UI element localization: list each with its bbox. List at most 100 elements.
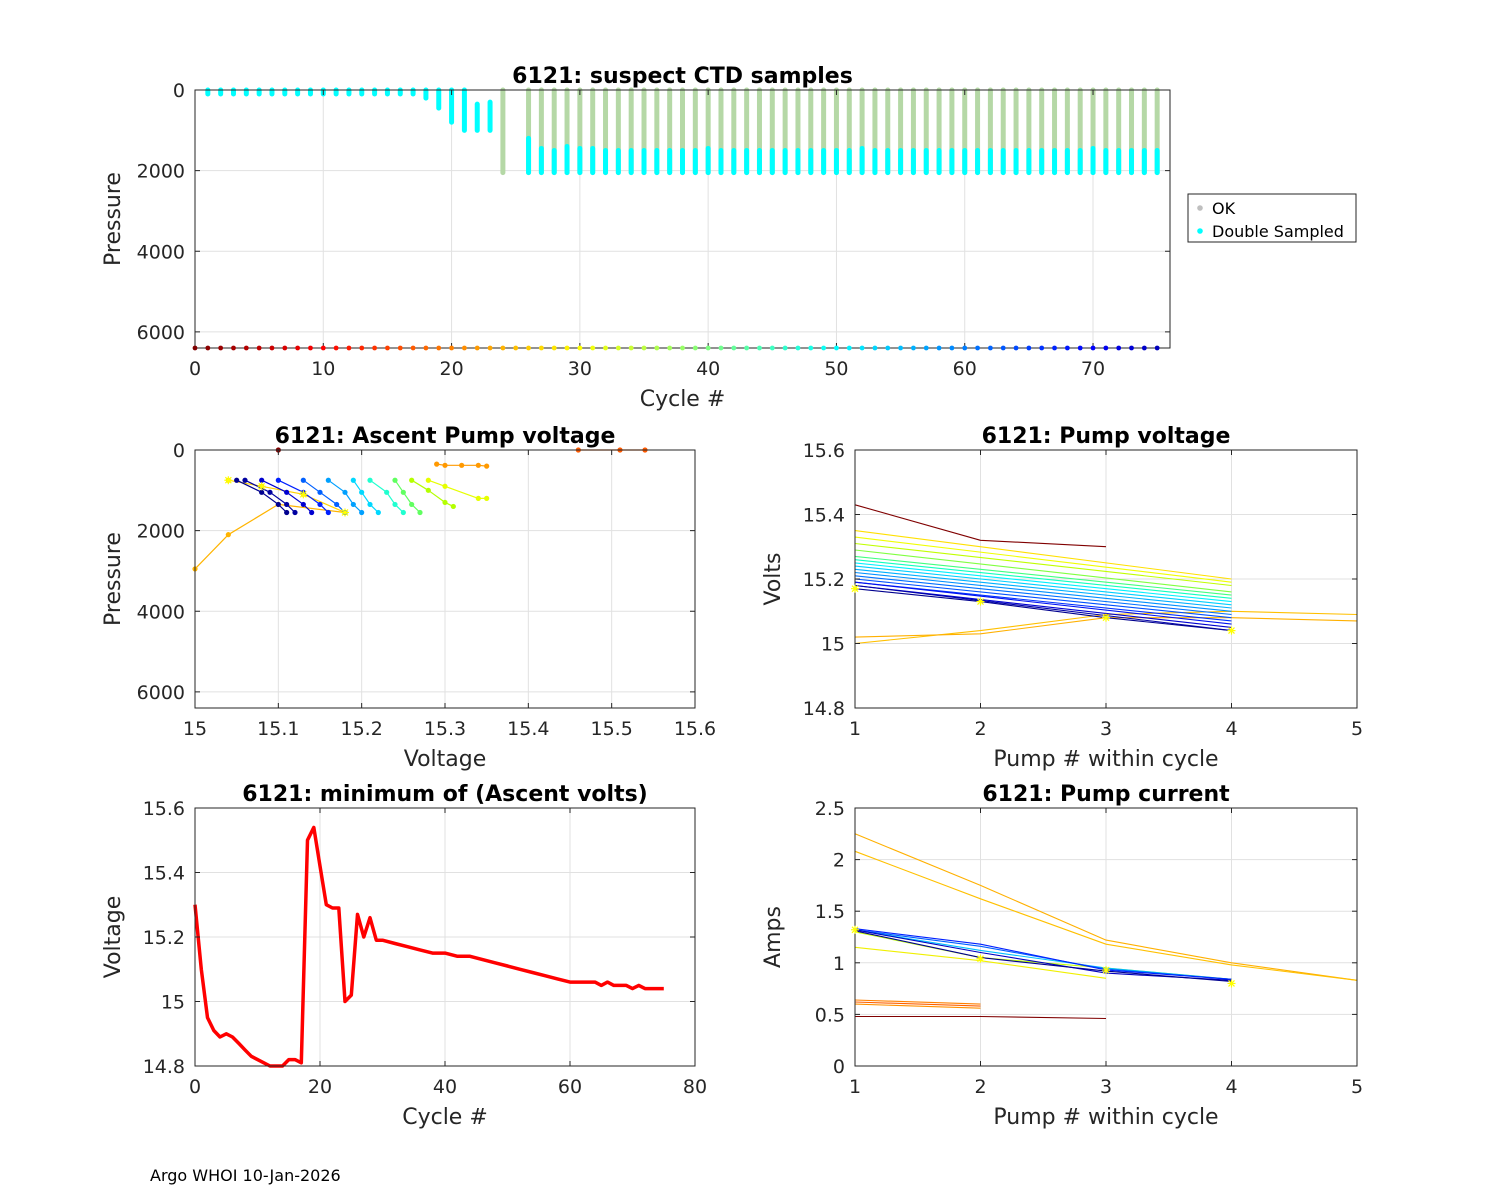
cycle-color-marker — [320, 345, 326, 351]
cycle-color-marker — [628, 345, 634, 351]
x-tick-label: 2 — [974, 718, 986, 740]
cycle-color-marker — [949, 345, 955, 351]
cycle-color-marker — [218, 345, 224, 351]
y-tick-label: 6000 — [137, 682, 185, 704]
axes-ascent: 15 15.1 15.2 15.3 15.4 15.5 15.6 0 2000 4000 6000 6… — [101, 424, 716, 772]
star-marker — [341, 508, 349, 517]
axes-overlay: 15 15.1 15.2 15.3 15.4 15.5 15.6 0 2000 4000 6000 6… — [101, 424, 716, 772]
star-stroke — [851, 585, 859, 593]
data-point — [350, 501, 356, 508]
axes-pumpv: 1 2 3 4 5 14.8 15 15.2 15.4 15.6 6121: Pump voltag… — [761, 424, 1363, 772]
cycle-color-marker — [243, 345, 249, 351]
cycle-color-marker — [1026, 345, 1032, 351]
x-tick-label: 70 — [1081, 358, 1105, 380]
legend-marker — [1197, 205, 1203, 211]
cycle-color-marker — [975, 345, 980, 351]
series-line — [854, 928, 1232, 980]
series-line — [352, 479, 379, 513]
data-point — [284, 501, 290, 508]
data-point — [317, 501, 323, 508]
x-tick-label: 60 — [953, 358, 977, 380]
cycle-color-marker — [615, 345, 621, 351]
plot-marks — [854, 833, 1358, 1020]
cycle-color-marker — [410, 345, 416, 351]
cycle-color-marker — [372, 345, 378, 351]
cycle-color-marker — [705, 345, 711, 351]
cycle-color-marker — [1064, 345, 1070, 351]
data-point — [234, 477, 240, 483]
cycle-color-marker — [513, 345, 519, 351]
star-stroke — [1102, 614, 1110, 622]
star-marker — [257, 482, 266, 491]
data-point — [417, 509, 423, 516]
series-line — [854, 536, 1232, 583]
x-tick-label: 40 — [433, 1076, 457, 1098]
series-line — [854, 555, 1232, 596]
series-line — [854, 542, 1232, 587]
data-point — [300, 501, 306, 508]
cycle-color-marker — [333, 345, 339, 351]
series-line — [327, 479, 363, 513]
x-axis-label: Cycle # — [640, 387, 726, 412]
cycle-color-marker — [1103, 345, 1109, 351]
data-point — [425, 487, 431, 493]
cycle-color-marker — [795, 345, 801, 351]
cycle-color-marker — [1000, 345, 1006, 351]
cycle-color-marker — [397, 345, 403, 351]
series-line — [854, 568, 1232, 609]
y-axis-label: Volts — [761, 552, 786, 605]
x-tick-label: 1 — [849, 718, 861, 740]
x-tick-label: 15.5 — [591, 718, 633, 740]
cycle-color-marker — [526, 345, 531, 351]
chart-title: 6121: Pump voltage — [982, 424, 1231, 449]
data-point — [317, 489, 323, 495]
data-point — [309, 509, 315, 516]
cycle-color-marker — [1013, 345, 1019, 351]
data-point — [442, 483, 448, 489]
series-line — [854, 581, 1232, 625]
chart-title: 6121: Ascent Pump voltage — [275, 424, 616, 449]
x-tick-label: 40 — [696, 358, 720, 380]
series-line — [854, 559, 1232, 599]
cycle-color-marker — [282, 345, 288, 351]
cycle-color-marker — [295, 345, 301, 351]
data-point — [342, 489, 348, 495]
cycle-color-marker — [462, 345, 467, 351]
cycle-color-marker — [551, 345, 557, 351]
star-stroke — [1228, 627, 1235, 635]
axes-overlay: 0 10 20 30 40 50 60 70 0 2000 4000 6000 6121: suspec… — [101, 64, 1171, 412]
x-tick-label: 10 — [311, 358, 335, 380]
x-tick-label: 2 — [974, 1076, 986, 1098]
y-tick-label: 4000 — [137, 241, 185, 263]
cycle-color-marker — [564, 345, 570, 351]
x-tick-label: 4 — [1225, 1076, 1237, 1098]
cycle-color-marker — [256, 345, 262, 351]
data-point — [259, 477, 265, 483]
x-tick-label: 4 — [1225, 718, 1237, 740]
star-marker — [224, 476, 233, 485]
y-tick-label: 2000 — [137, 161, 185, 183]
x-axis-label: Pump # within cycle — [993, 747, 1218, 772]
y-tick-label: 0.5 — [815, 1004, 845, 1026]
data-point — [242, 477, 248, 483]
cycle-color-marker — [1141, 345, 1147, 351]
series-line — [854, 1001, 981, 1007]
cycle-color-marker — [1090, 345, 1096, 351]
series-line — [854, 549, 1232, 593]
y-tick-label: 15 — [821, 634, 845, 656]
y-tick-label: 0 — [173, 440, 185, 462]
cycle-color-marker — [385, 345, 390, 351]
cycle-color-marker — [308, 345, 313, 351]
cycle-color-marker — [205, 345, 211, 351]
cycle-color-marker — [1154, 345, 1160, 351]
cycle-color-marker — [487, 345, 493, 351]
y-tick-label: 15.6 — [803, 440, 845, 462]
footer-text: Argo WHOI 10-Jan-2026 — [150, 1166, 341, 1185]
star-stroke — [977, 955, 984, 963]
series-line — [428, 479, 487, 499]
cycle-color-marker — [231, 345, 236, 351]
cycle-color-marker — [1039, 345, 1045, 351]
y-axis-label: Pressure — [101, 532, 126, 626]
cycle-color-marker — [654, 345, 660, 351]
y-tick-label: 1.5 — [815, 901, 845, 923]
